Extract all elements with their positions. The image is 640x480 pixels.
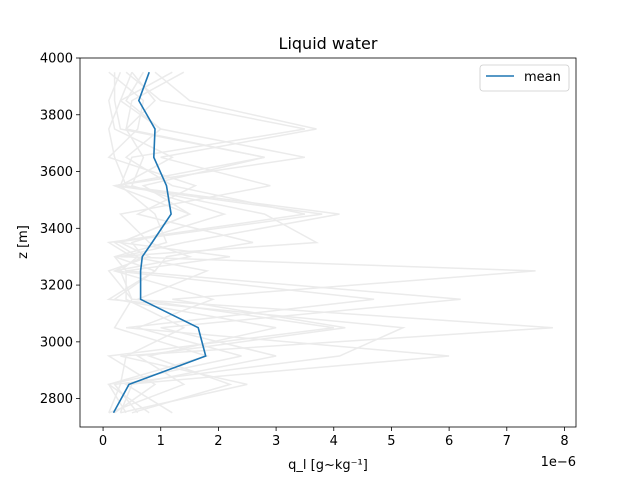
x-tick-label-6: 6 (445, 434, 453, 449)
legend-entry-mean: mean (524, 70, 561, 85)
mean-line-layer (112, 71, 207, 414)
x-offset-label: 1e−6 (541, 455, 576, 470)
series-line-mean (112, 71, 207, 414)
x-tick-label-2: 2 (214, 434, 222, 449)
y-tick-label-3600: 3600 (40, 165, 73, 180)
plot-frame (79, 57, 577, 428)
member-line-8 (107, 71, 277, 414)
x-tick-label-5: 5 (387, 434, 395, 449)
x-tick-label-8: 8 (560, 434, 568, 449)
x-tick-label-3: 3 (272, 434, 280, 449)
x-axis-label: q_l [g~kg⁻¹] (288, 458, 368, 473)
y-tick-label-3400: 3400 (40, 222, 73, 237)
chart-title: Liquid water (279, 34, 378, 53)
legend-box (479, 64, 570, 92)
y-axis-label: z [m] (16, 225, 31, 259)
member-line-2 (106, 71, 406, 414)
y-tick-label-2800: 2800 (40, 392, 73, 407)
y-axis: 2800 3000 3200 3400 3600 3800 4000 (40, 52, 80, 407)
legend: mean (479, 64, 570, 92)
x-tick-label-1: 1 (157, 434, 165, 449)
member-line-9 (108, 71, 186, 414)
x-tick-label-7: 7 (503, 434, 511, 449)
member-line-3 (112, 71, 553, 414)
y-tick-label-3000: 3000 (40, 335, 73, 350)
x-tick-label-0: 0 (99, 434, 107, 449)
y-tick-label-4000: 4000 (40, 52, 73, 67)
y-tick-label-3800: 3800 (40, 108, 73, 123)
x-axis: 0 1 2 3 4 5 6 7 8 (99, 427, 569, 449)
member-line-6 (113, 72, 461, 414)
member-line-10 (106, 71, 242, 414)
x-tick-label-4: 4 (330, 434, 338, 449)
y-tick-label-3200: 3200 (40, 279, 73, 294)
